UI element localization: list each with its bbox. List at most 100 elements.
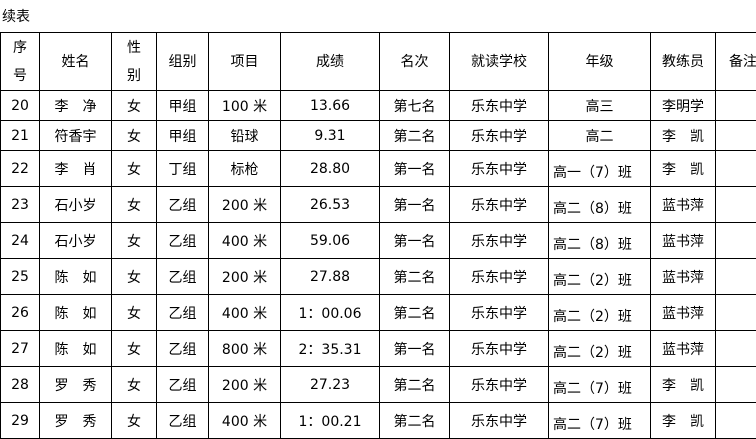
cell-grade: 高二（8）班 <box>549 187 651 223</box>
cell-rank: 第一名 <box>380 331 450 367</box>
cell-result: 27.23 <box>281 367 380 403</box>
cell-event: 铅球 <box>209 121 281 151</box>
cell-group: 乙组 <box>157 295 209 331</box>
cell-gender: 女 <box>112 223 157 259</box>
header-grade: 年级 <box>549 33 651 91</box>
cell-rank: 第二名 <box>380 259 450 295</box>
cell-rank: 第一名 <box>380 187 450 223</box>
cell-gender: 女 <box>112 403 157 439</box>
cell-coach: 蓝书萍 <box>651 187 716 223</box>
cell-result: 1：00.21 <box>281 403 380 439</box>
header-gender: 性别 <box>112 33 157 91</box>
cell-gender: 女 <box>112 367 157 403</box>
cell-coach: 蓝书萍 <box>651 331 716 367</box>
cell-group: 乙组 <box>157 367 209 403</box>
header-seq: 序号 <box>1 33 40 91</box>
cell-name: 符香宇 <box>40 121 112 151</box>
header-group: 组别 <box>157 33 209 91</box>
cell-result: 28.80 <box>281 151 380 187</box>
cell-seq: 20 <box>1 91 40 121</box>
cell-remarks <box>716 91 756 121</box>
cell-group: 乙组 <box>157 259 209 295</box>
cell-gender: 女 <box>112 151 157 187</box>
header-coach: 教练员 <box>651 33 716 91</box>
cell-coach: 蓝书萍 <box>651 259 716 295</box>
cell-seq: 24 <box>1 223 40 259</box>
cell-group: 乙组 <box>157 403 209 439</box>
cell-result: 1：00.06 <box>281 295 380 331</box>
header-remarks: 备注 <box>716 33 756 91</box>
cell-school: 乐东中学 <box>450 367 549 403</box>
cell-rank: 第二名 <box>380 121 450 151</box>
cell-seq: 27 <box>1 331 40 367</box>
cell-rank: 第二名 <box>380 403 450 439</box>
cell-rank: 第二名 <box>380 295 450 331</box>
cell-name: 石小岁 <box>40 187 112 223</box>
cell-school: 乐东中学 <box>450 223 549 259</box>
cell-remarks <box>716 295 756 331</box>
header-school: 就读学校 <box>450 33 549 91</box>
cell-school: 乐东中学 <box>450 121 549 151</box>
cell-seq: 22 <box>1 151 40 187</box>
cell-result: 2：35.31 <box>281 331 380 367</box>
cell-grade: 高一（7）班 <box>549 151 651 187</box>
cell-grade: 高二（2）班 <box>549 295 651 331</box>
cell-gender: 女 <box>112 259 157 295</box>
cell-grade: 高二（7）班 <box>549 367 651 403</box>
cell-group: 甲组 <box>157 91 209 121</box>
cell-seq: 29 <box>1 403 40 439</box>
cell-remarks <box>716 187 756 223</box>
cell-school: 乐东中学 <box>450 91 549 121</box>
cell-remarks <box>716 151 756 187</box>
cell-school: 乐东中学 <box>450 403 549 439</box>
cell-event: 200 米 <box>209 259 281 295</box>
header-gender-line: 别 <box>112 62 156 90</box>
cell-result: 59.06 <box>281 223 380 259</box>
cell-result: 26.53 <box>281 187 380 223</box>
header-result: 成绩 <box>281 33 380 91</box>
table-caption: 续表 <box>2 6 30 26</box>
cell-rank: 第一名 <box>380 223 450 259</box>
cell-seq: 26 <box>1 295 40 331</box>
cell-result: 13.66 <box>281 91 380 121</box>
cell-rank: 第二名 <box>380 367 450 403</box>
cell-name: 李 肖 <box>40 151 112 187</box>
cell-name: 罗 秀 <box>40 367 112 403</box>
cell-remarks <box>716 223 756 259</box>
header-rank: 名次 <box>380 33 450 91</box>
cell-coach: 蓝书萍 <box>651 223 716 259</box>
header-name: 姓名 <box>40 33 112 91</box>
cell-gender: 女 <box>112 187 157 223</box>
cell-seq: 28 <box>1 367 40 403</box>
cell-name: 石小岁 <box>40 223 112 259</box>
cell-remarks <box>716 259 756 295</box>
cell-result: 9.31 <box>281 121 380 151</box>
cell-event: 200 米 <box>209 187 281 223</box>
header-seq-line: 号 <box>1 62 39 90</box>
cell-name: 罗 秀 <box>40 403 112 439</box>
cell-remarks <box>716 331 756 367</box>
cell-school: 乐东中学 <box>450 259 549 295</box>
cell-grade: 高二 <box>549 121 651 151</box>
header-row: 序号姓名性别组别项目成绩名次就读学校年级教练员备注 <box>1 33 756 91</box>
header-seq-line: 序 <box>1 34 39 62</box>
cell-gender: 女 <box>112 295 157 331</box>
cell-group: 乙组 <box>157 223 209 259</box>
cell-event: 400 米 <box>209 403 281 439</box>
cell-school: 乐东中学 <box>450 151 549 187</box>
cell-event: 100 米 <box>209 91 281 121</box>
cell-name: 李 净 <box>40 91 112 121</box>
cell-rank: 第一名 <box>380 151 450 187</box>
cell-gender: 女 <box>112 91 157 121</box>
cell-grade: 高二（2）班 <box>549 259 651 295</box>
header-event: 项目 <box>209 33 281 91</box>
cell-rank: 第七名 <box>380 91 450 121</box>
